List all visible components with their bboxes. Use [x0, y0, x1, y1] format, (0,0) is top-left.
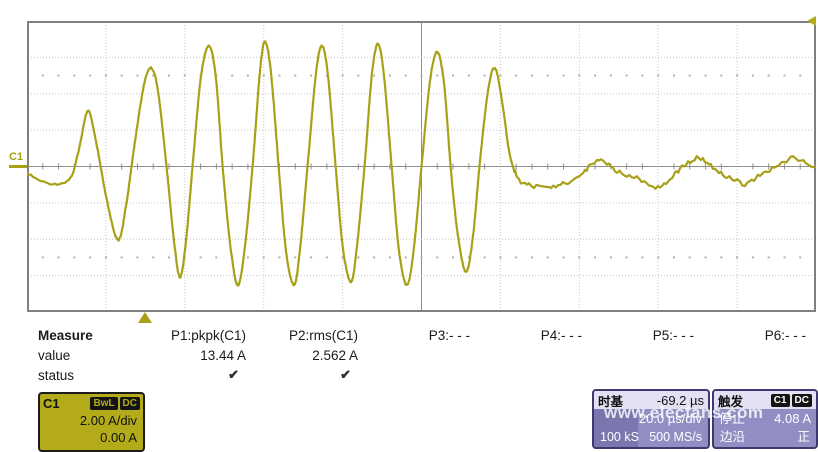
measure-p2-label[interactable]: P2:rms(C1): [288, 327, 358, 343]
measure-p2-value: 2.562 A: [312, 347, 358, 363]
timebase-box[interactable]: 时基 -69.2 µs 20.0 µs/div 100 kS 500 MS/s: [592, 389, 710, 449]
measure-p6-label[interactable]: P6:- - -: [764, 327, 806, 343]
channel-scale: 2.00 A/div: [79, 413, 137, 428]
bandwidth-limit-badge: BwL: [90, 396, 118, 410]
timebase-scale: 20.0 µs/div: [638, 411, 702, 426]
channel-zero-dash-icon: [9, 165, 27, 168]
trigger-level: 4.08 A: [774, 411, 811, 426]
trigger-level-marker-icon[interactable]: [807, 16, 816, 26]
timebase-title: 时基: [598, 394, 624, 409]
status-row-label: status: [38, 367, 75, 383]
channel-zero-label: C1: [9, 151, 24, 163]
oscilloscope-screen: C1 Measure P1:pkpk(C1) P2:rms(C1) P3:- -…: [9, 16, 818, 452]
measure-value-row: value 13.44 A 2.562 A: [30, 345, 812, 365]
channel-name: C1: [43, 395, 60, 411]
timebase-samples: 100 kS: [600, 430, 639, 444]
measure-title: Measure: [38, 327, 93, 343]
measure-p1-label[interactable]: P1:pkpk(C1): [170, 327, 246, 343]
measure-p5-label[interactable]: P5:- - -: [652, 327, 694, 343]
measure-p3-label[interactable]: P3:- - -: [428, 327, 470, 343]
trigger-coupling-badge: DC: [791, 393, 812, 407]
trigger-slope: 正: [797, 430, 810, 444]
trigger-type: 边沿: [720, 430, 746, 444]
timebase-delay: -69.2 µs: [656, 392, 704, 408]
measure-p1-status-check-icon: ✔: [228, 367, 239, 382]
channel-zero-marker[interactable]: C1: [9, 151, 29, 168]
trigger-title: 触发: [718, 394, 744, 409]
measure-status-row: status ✔ ✔: [30, 365, 812, 385]
measure-p1-value: 13.44 A: [200, 347, 246, 363]
channel-c1-descriptor-box[interactable]: C1 BwL DC 2.00 A/div 0.00 A: [38, 392, 145, 452]
coupling-dc-badge: DC: [119, 396, 140, 410]
timebase-rate: 500 MS/s: [649, 430, 702, 444]
measure-p4-label[interactable]: P4:- - -: [540, 327, 582, 343]
channel-offset: 0.00 A: [100, 430, 137, 445]
trigger-box[interactable]: 触发 C1 DC 停止 4.08 A 边沿 正: [712, 389, 818, 449]
measure-header-row: Measure P1:pkpk(C1) P2:rms(C1) P3:- - - …: [30, 325, 812, 345]
measure-panel: Measure P1:pkpk(C1) P2:rms(C1) P3:- - - …: [30, 325, 812, 385]
trigger-mode: 停止: [719, 411, 746, 426]
value-row-label: value: [38, 347, 71, 363]
waveform-display: [27, 21, 816, 312]
measure-p2-status-check-icon: ✔: [340, 367, 351, 382]
trigger-time-marker-icon[interactable]: [138, 312, 152, 323]
trigger-source-badge: C1: [770, 393, 790, 407]
